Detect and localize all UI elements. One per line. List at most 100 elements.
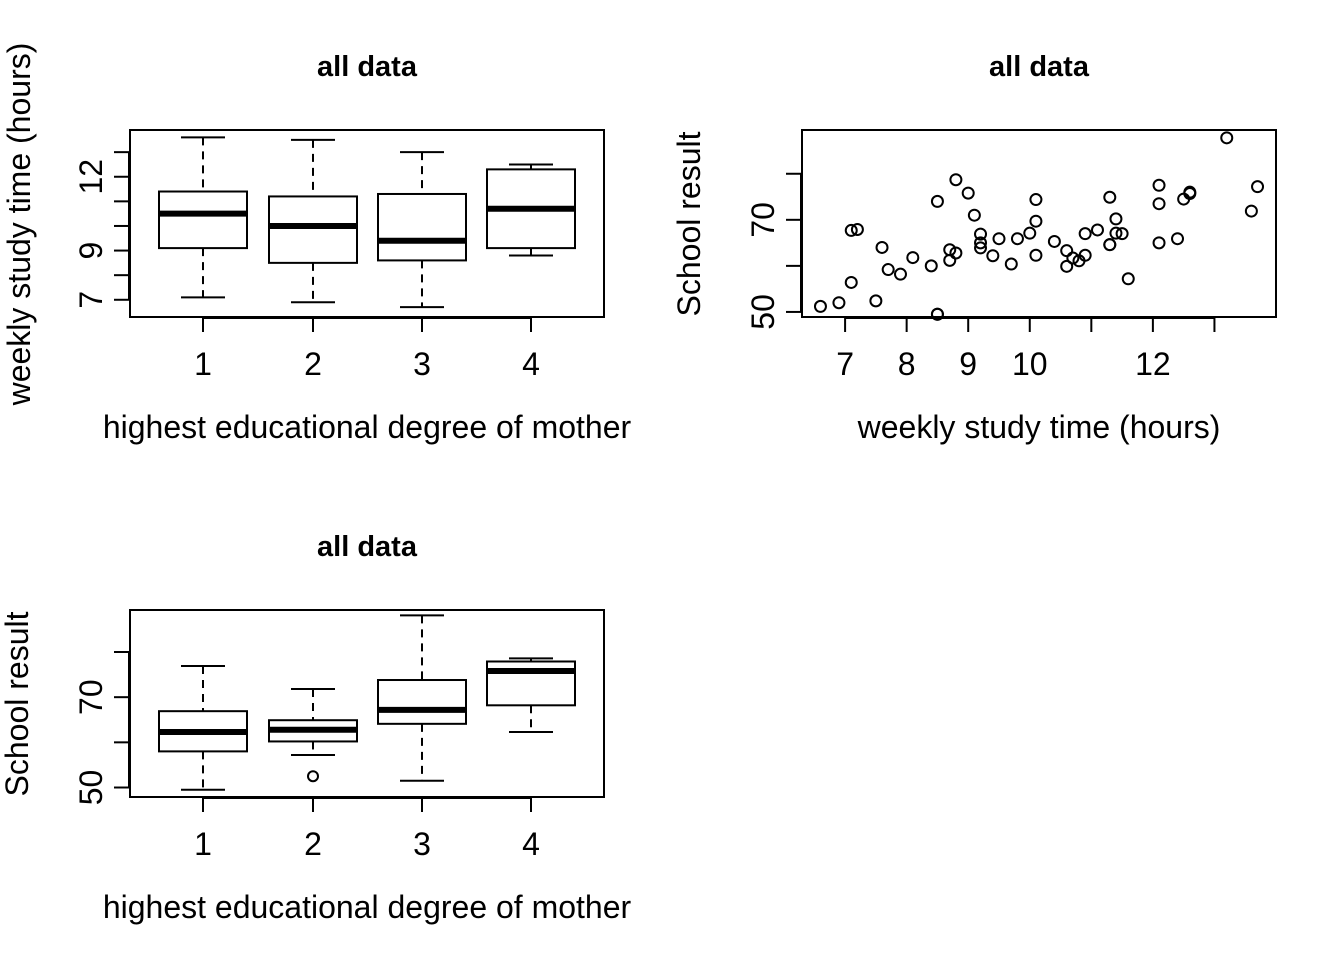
y-axis: 50 70 [745, 172, 802, 330]
x-tick-label: 1 [194, 346, 212, 382]
x-tick-label: 4 [522, 826, 540, 862]
scatter-marks [813, 131, 1265, 321]
scatter-point [1115, 227, 1129, 241]
scatter-point [1078, 248, 1092, 262]
scatter-point [844, 275, 858, 289]
scatter-point [1029, 193, 1043, 207]
scatter-point [1109, 226, 1123, 240]
y-tick-label: 70 [745, 202, 781, 238]
scatter-point [943, 253, 957, 267]
x-axis-label: highest educational degree of mother [103, 889, 632, 925]
scatter-point [906, 251, 920, 265]
x-tick-label: 3 [413, 826, 431, 862]
x-axis: 1 2 3 4 [194, 797, 540, 862]
y-axis-label: School result [671, 131, 707, 316]
x-tick-label: 12 [1135, 346, 1171, 382]
scatter-point [1060, 244, 1074, 258]
scatter-point [924, 259, 938, 273]
outlier-point [307, 770, 319, 783]
scatter-point [1220, 131, 1234, 145]
scatter-point [1103, 190, 1117, 204]
x-tick-label: 1 [194, 826, 212, 862]
x-tick-label: 10 [1012, 346, 1048, 382]
scatter-point [1060, 259, 1074, 273]
box-marks [158, 614, 576, 791]
scatter-point [1251, 180, 1265, 194]
plot-frame [801, 129, 1277, 318]
scatter-point [875, 240, 889, 254]
box-3 [377, 151, 467, 309]
x-tick-label: 8 [898, 346, 916, 382]
scatter-point [1152, 178, 1166, 192]
box-1 [158, 665, 248, 791]
scatter-point [974, 241, 988, 255]
box-1 [158, 136, 248, 299]
box-3 [377, 614, 467, 782]
x-axis: 7 8 9 10 12 [836, 317, 1216, 382]
y-axis: 7 9 12 [73, 151, 130, 309]
plot-frame [129, 609, 605, 798]
scatter-point [1029, 248, 1043, 262]
y-tick-label: 7 [73, 291, 109, 309]
y-tick-label: 12 [73, 159, 109, 195]
iqr-box [377, 192, 467, 262]
x-axis-label: highest educational degree of mother [103, 409, 632, 445]
box-4 [486, 163, 576, 257]
x-tick-label: 3 [413, 346, 431, 382]
scatter-point [1121, 272, 1135, 286]
scatter-point [1103, 238, 1117, 252]
scatter-point [850, 222, 864, 236]
iqr-box [486, 660, 576, 707]
chart-title: all data [317, 51, 418, 83]
scatter-point [986, 249, 1000, 263]
scatter-point [967, 208, 981, 222]
scatter-point [869, 294, 883, 308]
x-axis-label: weekly study time (hours) [857, 409, 1221, 445]
y-axis-label: School result [0, 611, 35, 796]
scatter-point [930, 194, 944, 208]
scatter-point [974, 236, 988, 250]
y-axis-label: weekly study time (hours) [1, 43, 37, 407]
scatter-point [930, 307, 944, 321]
iqr-box [158, 190, 248, 250]
iqr-box [377, 679, 467, 725]
scatter-point [1066, 251, 1080, 265]
scatter-point [1152, 197, 1166, 211]
scatter-point [832, 296, 846, 310]
chart-title: all data [317, 531, 418, 563]
iqr-box [268, 195, 358, 264]
scatter-point [1029, 214, 1043, 228]
scatter-point [1109, 212, 1123, 226]
scatter-point [1023, 226, 1037, 240]
scatter-point [1010, 232, 1024, 246]
x-tick-label: 7 [836, 346, 854, 382]
scatter-point [949, 173, 963, 187]
y-tick-label: 50 [745, 294, 781, 330]
scatter-point [1171, 232, 1185, 246]
box-2 [268, 688, 358, 783]
box-marks [158, 136, 576, 309]
chart-title: all data [989, 51, 1090, 83]
scatter-point [1090, 223, 1104, 237]
x-tick-label: 2 [304, 346, 322, 382]
scatter-point [1078, 227, 1092, 241]
scatter-point [974, 227, 988, 241]
scatter-point [1244, 204, 1258, 218]
scatter-point [881, 263, 895, 277]
scatter-point [1047, 234, 1061, 248]
scatter-point [1183, 187, 1197, 201]
x-tick-label: 4 [522, 346, 540, 382]
scatter-point [943, 243, 957, 257]
y-tick-label: 70 [73, 679, 109, 715]
scatter-point [844, 223, 858, 237]
panel-school-result-boxplot: all data 1 2 3 4 50 70 highest educational d… [0, 531, 632, 925]
box-4 [486, 657, 576, 733]
scatter-point [992, 232, 1006, 246]
y-tick-label: 50 [73, 770, 109, 806]
scatter-point [961, 186, 975, 200]
panel-scatter-plot: all data 7 8 9 10 12 50 70 weekly study time … [671, 51, 1277, 445]
plot-frame [129, 129, 605, 318]
box-2 [268, 138, 358, 304]
